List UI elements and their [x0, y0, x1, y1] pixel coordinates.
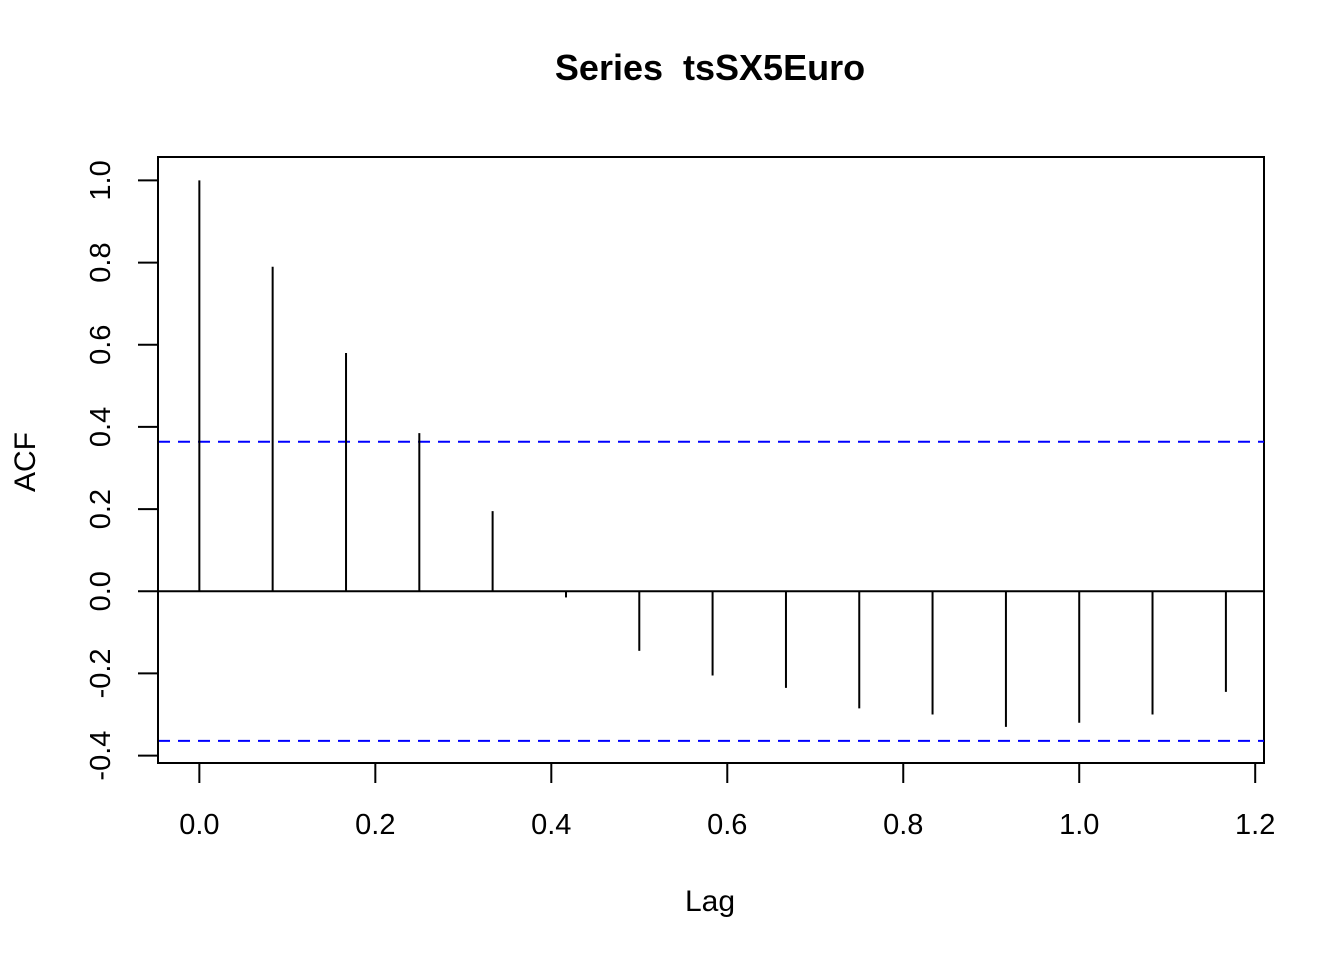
y-tick-label: 0.4	[85, 407, 117, 447]
y-tick-label: 0.6	[85, 325, 117, 365]
x-tick-label: 1.2	[1235, 809, 1275, 841]
y-axis-label: ACF	[9, 432, 42, 492]
x-tick-label: 0.8	[883, 809, 923, 841]
x-axis-label: Lag	[685, 885, 735, 918]
y-tick-label: 0.0	[85, 571, 117, 611]
y-tick-label: 0.8	[85, 242, 117, 282]
y-tick-label: 0.2	[85, 489, 117, 529]
x-tick-label: 0.6	[707, 809, 747, 841]
plot-area-frame	[157, 156, 1265, 764]
x-tick-label: 0.0	[179, 809, 219, 841]
chart-title: Series tsSX5Euro	[555, 47, 865, 88]
x-tick-label: 1.0	[1059, 809, 1099, 841]
y-tick-label: -0.4	[85, 731, 117, 781]
y-tick-label: 1.0	[85, 160, 117, 200]
y-tick-label: -0.2	[85, 648, 117, 698]
x-tick-label: 0.4	[531, 809, 571, 841]
x-tick-label: 0.2	[355, 809, 395, 841]
